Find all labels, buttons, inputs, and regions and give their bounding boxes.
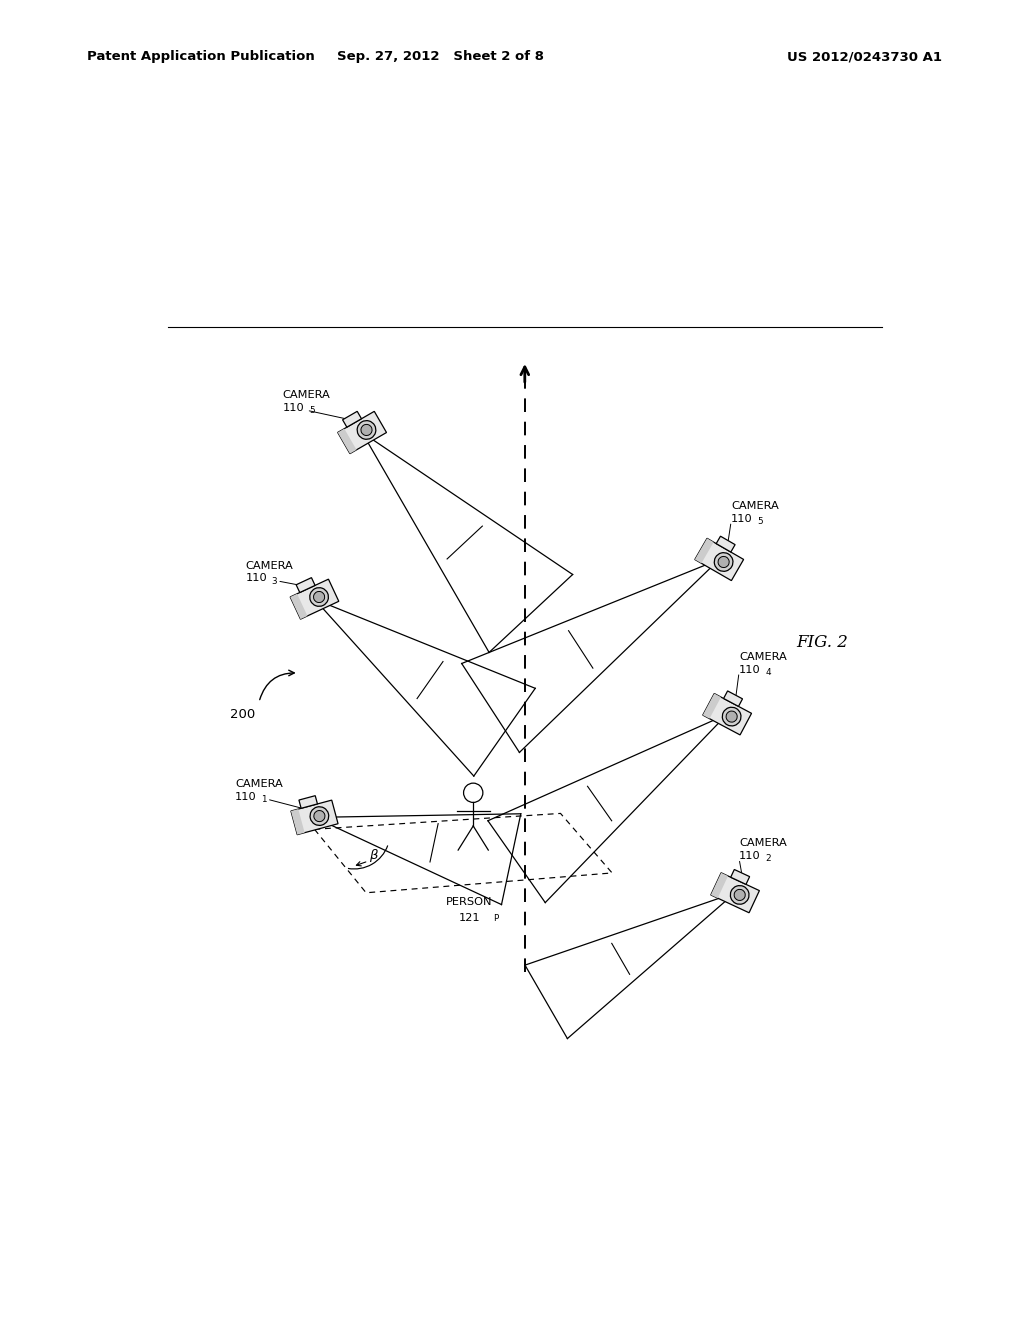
Circle shape (722, 708, 741, 726)
Bar (338, 412, 386, 454)
Bar (291, 800, 338, 834)
Text: 110: 110 (236, 792, 257, 801)
Bar (290, 594, 307, 619)
Bar (711, 873, 760, 912)
Bar (695, 539, 714, 564)
Text: 110: 110 (283, 403, 304, 413)
Bar (731, 870, 750, 884)
Bar (291, 809, 304, 834)
Text: Patent Application Publication: Patent Application Publication (87, 50, 314, 63)
Bar (299, 796, 317, 808)
Circle shape (726, 711, 737, 722)
Circle shape (357, 421, 376, 440)
Text: 4: 4 (765, 668, 771, 677)
Text: 110: 110 (739, 664, 761, 675)
Bar (338, 429, 356, 454)
Text: CAMERA: CAMERA (731, 502, 779, 511)
Circle shape (730, 886, 749, 904)
Bar (702, 693, 752, 735)
Text: $\beta$: $\beta$ (369, 847, 379, 865)
Bar (716, 536, 735, 552)
Bar (702, 693, 721, 718)
Text: 1: 1 (261, 795, 267, 804)
Bar (724, 690, 742, 706)
Text: Sep. 27, 2012   Sheet 2 of 8: Sep. 27, 2012 Sheet 2 of 8 (337, 50, 544, 63)
Text: 110: 110 (731, 513, 753, 524)
Circle shape (360, 425, 372, 436)
Bar (343, 412, 361, 428)
Text: CAMERA: CAMERA (246, 561, 293, 570)
Circle shape (313, 810, 325, 821)
Text: 2: 2 (765, 854, 771, 863)
Text: P: P (494, 915, 499, 923)
Text: 121: 121 (459, 912, 480, 923)
Circle shape (464, 783, 483, 803)
Text: 5: 5 (758, 517, 763, 527)
Text: CAMERA: CAMERA (739, 838, 786, 849)
Circle shape (734, 890, 745, 900)
Text: PERSON: PERSON (446, 896, 493, 907)
Text: 3: 3 (271, 577, 278, 586)
Text: CAMERA: CAMERA (739, 652, 786, 661)
Text: CAMERA: CAMERA (283, 389, 331, 400)
Text: 200: 200 (230, 708, 256, 721)
Text: 110: 110 (246, 573, 267, 583)
Text: 5: 5 (309, 407, 314, 414)
Bar (711, 873, 728, 898)
Circle shape (313, 591, 325, 602)
Text: FIG. 2: FIG. 2 (797, 635, 848, 651)
Circle shape (715, 553, 733, 572)
Bar (290, 579, 339, 619)
Bar (695, 539, 743, 581)
Bar (296, 578, 315, 593)
Text: 110: 110 (739, 851, 761, 861)
Text: CAMERA: CAMERA (236, 779, 283, 789)
Circle shape (718, 557, 729, 568)
Circle shape (309, 587, 329, 606)
Text: US 2012/0243730 A1: US 2012/0243730 A1 (787, 50, 942, 63)
Circle shape (310, 807, 329, 825)
